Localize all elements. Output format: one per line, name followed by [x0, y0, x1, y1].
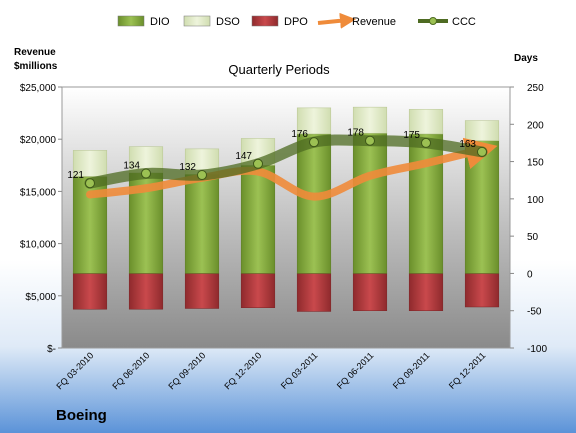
bar-dpo	[184, 273, 220, 309]
left-axis-title-line2: $millions	[14, 61, 58, 72]
ccc-data-label: 178	[347, 128, 364, 139]
left-axis-title-line1: Revenue	[14, 47, 56, 58]
right-tick-label: 150	[527, 158, 544, 169]
bar-dio	[296, 133, 332, 274]
left-tick-label: $20,000	[20, 135, 57, 146]
left-tick-label: $5,000	[25, 292, 56, 303]
legend-label-revenue: Revenue	[352, 16, 396, 28]
x-tick-label: FQ 09-2011	[391, 350, 432, 391]
right-tick-label: -50	[527, 307, 542, 318]
bar-dpo	[464, 273, 500, 308]
company-name: Boeing	[56, 407, 107, 424]
right-tick-label: 200	[527, 120, 544, 131]
bar-dso	[296, 107, 332, 135]
x-tick-label: FQ 03-2010	[54, 350, 95, 391]
bar-dpo	[296, 273, 332, 312]
ccc-data-label: 132	[179, 162, 196, 173]
bar-dio	[408, 133, 444, 274]
left-axis: $- $5,000 $10,000 $15,000 $20,000 $25,000	[20, 83, 62, 355]
left-tick-label: $10,000	[20, 240, 57, 251]
bar-dso	[72, 150, 108, 177]
right-tick-label: 250	[527, 83, 544, 94]
ccc-point	[141, 168, 151, 179]
left-tick-label: $-	[47, 344, 56, 355]
bar-dio	[352, 132, 388, 274]
revenue-line	[86, 137, 498, 201]
right-tick-label: 100	[527, 195, 544, 206]
x-tick-label: FQ 06-2010	[110, 350, 151, 391]
bar-dpo	[352, 273, 388, 311]
bar-dio	[240, 165, 276, 274]
ccc-point	[365, 135, 375, 146]
legend-label-dio: DIO	[150, 16, 170, 28]
bar-dpo	[128, 273, 164, 310]
ccc-data-label: 175	[403, 130, 420, 141]
x-tick-label: FQ 06-2011	[335, 350, 376, 391]
right-tick-label: 50	[527, 232, 539, 243]
ccc-point	[85, 178, 95, 189]
ccc-point	[253, 158, 263, 169]
x-tick-label: FQ 12-2011	[447, 350, 488, 391]
x-tick-label: FQ 09-2010	[166, 350, 207, 391]
legend-swatch-dio	[117, 15, 145, 27]
ccc-point	[421, 137, 431, 148]
bar-dpo	[240, 273, 276, 308]
ccc-point	[197, 169, 207, 180]
ccc-data-label: 147	[235, 151, 252, 162]
right-tick-label: -100	[527, 344, 547, 355]
right-axis: -100 -50 0 50 100 150 200 250	[510, 83, 547, 355]
lines-layer: 121 134 132 147 176 178 175 163	[67, 128, 498, 201]
legend-swatch-ccc-dot	[429, 17, 437, 25]
ccc-point	[477, 146, 487, 157]
legend-swatch-dso	[183, 15, 211, 27]
chart-title: Quarterly Periods	[228, 62, 330, 77]
bar-dso	[408, 109, 444, 135]
bar-dpo	[72, 273, 108, 310]
left-tick-label: $25,000	[20, 83, 57, 94]
bar-dpo	[408, 273, 444, 311]
bar-dio	[184, 173, 220, 274]
ccc-data-label: 163	[459, 139, 476, 150]
bar-dio	[464, 140, 500, 274]
bar-dso	[352, 106, 388, 134]
right-axis-title: Days	[514, 53, 538, 64]
legend: DIO DSO DPO Revenue CCC	[117, 12, 476, 29]
x-tick-label: FQ 03-2011	[279, 350, 320, 391]
x-axis: FQ 03-2010 FQ 06-2010 FQ 09-2010 FQ 12-2010…	[54, 350, 487, 391]
ccc-data-label: 134	[123, 161, 140, 172]
bar-dso	[464, 120, 500, 141]
legend-swatch-dpo	[251, 15, 279, 27]
x-tick-label: FQ 12-2010	[222, 350, 263, 391]
ccc-point	[309, 137, 319, 148]
ccc-data-label: 121	[67, 170, 84, 181]
legend-swatch-revenue	[317, 12, 356, 29]
left-tick-label: $15,000	[20, 187, 57, 198]
legend-label-dpo: DPO	[284, 16, 308, 28]
legend-label-dso: DSO	[216, 16, 240, 28]
right-tick-label: 0	[527, 269, 533, 280]
legend-label-ccc: CCC	[452, 16, 476, 28]
ccc-data-label: 176	[291, 129, 308, 140]
